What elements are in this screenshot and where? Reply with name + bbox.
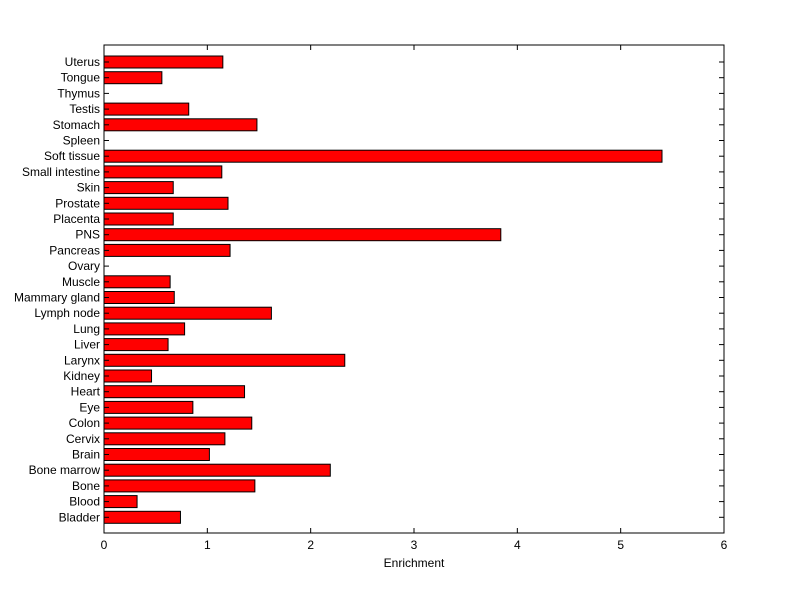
y-tick-label: Cervix xyxy=(66,432,100,446)
bar-lung xyxy=(103,322,186,336)
bar-muscle xyxy=(103,275,171,289)
bar-skin xyxy=(103,181,174,195)
x-tick-label: 5 xyxy=(617,538,624,552)
bar-heart xyxy=(103,385,246,399)
bar-eye xyxy=(103,400,194,414)
y-tick-label: Bone marrow xyxy=(29,463,101,477)
y-tick-label: Soft tissue xyxy=(44,149,100,163)
y-tick-label: Lymph node xyxy=(34,306,100,320)
bar-larynx xyxy=(103,353,346,367)
bar-stomach xyxy=(103,118,258,132)
x-tick-label: 4 xyxy=(514,538,521,552)
plot-frame xyxy=(103,44,725,534)
y-tick-label: Spleen xyxy=(63,134,100,148)
y-tick-label: PNS xyxy=(75,228,100,242)
y-tick-label: Liver xyxy=(74,338,100,352)
bar-pns xyxy=(103,228,502,242)
y-tick-label: Bone xyxy=(72,479,100,493)
y-tick-label: Skin xyxy=(77,181,100,195)
y-tick-label: Testis xyxy=(69,102,100,116)
y-tick-label: Prostate xyxy=(55,196,100,210)
y-tick-label: Brain xyxy=(72,448,100,462)
bar-liver xyxy=(103,338,169,352)
y-tick-label: Mammary gland xyxy=(14,291,100,305)
x-tick-label: 6 xyxy=(721,538,728,552)
y-tick-label: Pancreas xyxy=(49,243,100,257)
y-tick-label: Muscle xyxy=(62,275,100,289)
bar-pancreas xyxy=(103,243,231,257)
x-tick-label: 3 xyxy=(411,538,418,552)
bar-small-intestine xyxy=(103,165,223,179)
y-tick-label: Uterus xyxy=(65,55,100,69)
y-tick-label: Tongue xyxy=(61,71,101,85)
y-tick-label: Kidney xyxy=(63,369,100,383)
y-tick-label: Colon xyxy=(69,416,100,430)
bar-bladder xyxy=(103,510,181,524)
y-tick-label: Heart xyxy=(71,385,101,399)
x-axis-title: Enrichment xyxy=(384,556,445,570)
bar-bone xyxy=(103,479,256,493)
y-tick-label: Blood xyxy=(69,495,100,509)
bar-cervix xyxy=(103,432,226,446)
bar-kidney xyxy=(103,369,153,383)
y-tick-label: Thymus xyxy=(57,86,100,100)
bar-testis xyxy=(103,102,190,116)
ticks-group xyxy=(103,45,725,533)
y-tick-label: Small intestine xyxy=(22,165,100,179)
bar-placenta xyxy=(103,212,174,226)
bar-prostate xyxy=(103,196,229,210)
bar-colon xyxy=(103,416,253,430)
y-tick-label: Larynx xyxy=(64,353,100,367)
y-tick-label: Bladder xyxy=(59,510,100,524)
x-tick-label: 2 xyxy=(307,538,314,552)
bar-soft-tissue xyxy=(103,149,663,163)
y-tick-label: Stomach xyxy=(53,118,100,132)
y-tick-label: Lung xyxy=(73,322,100,336)
y-tick-label: Ovary xyxy=(68,259,100,273)
y-tick-label: Placenta xyxy=(53,212,100,226)
bar-bone-marrow xyxy=(103,463,331,477)
bar-tongue xyxy=(103,71,163,85)
x-tick-label: 0 xyxy=(101,538,108,552)
x-tick-label: 1 xyxy=(204,538,211,552)
bar-uterus xyxy=(103,55,224,69)
y-tick-label: Eye xyxy=(79,400,100,414)
bar-brain xyxy=(103,448,210,461)
bar-lymph-node xyxy=(103,306,272,320)
bar-mammary-gland xyxy=(103,291,175,304)
